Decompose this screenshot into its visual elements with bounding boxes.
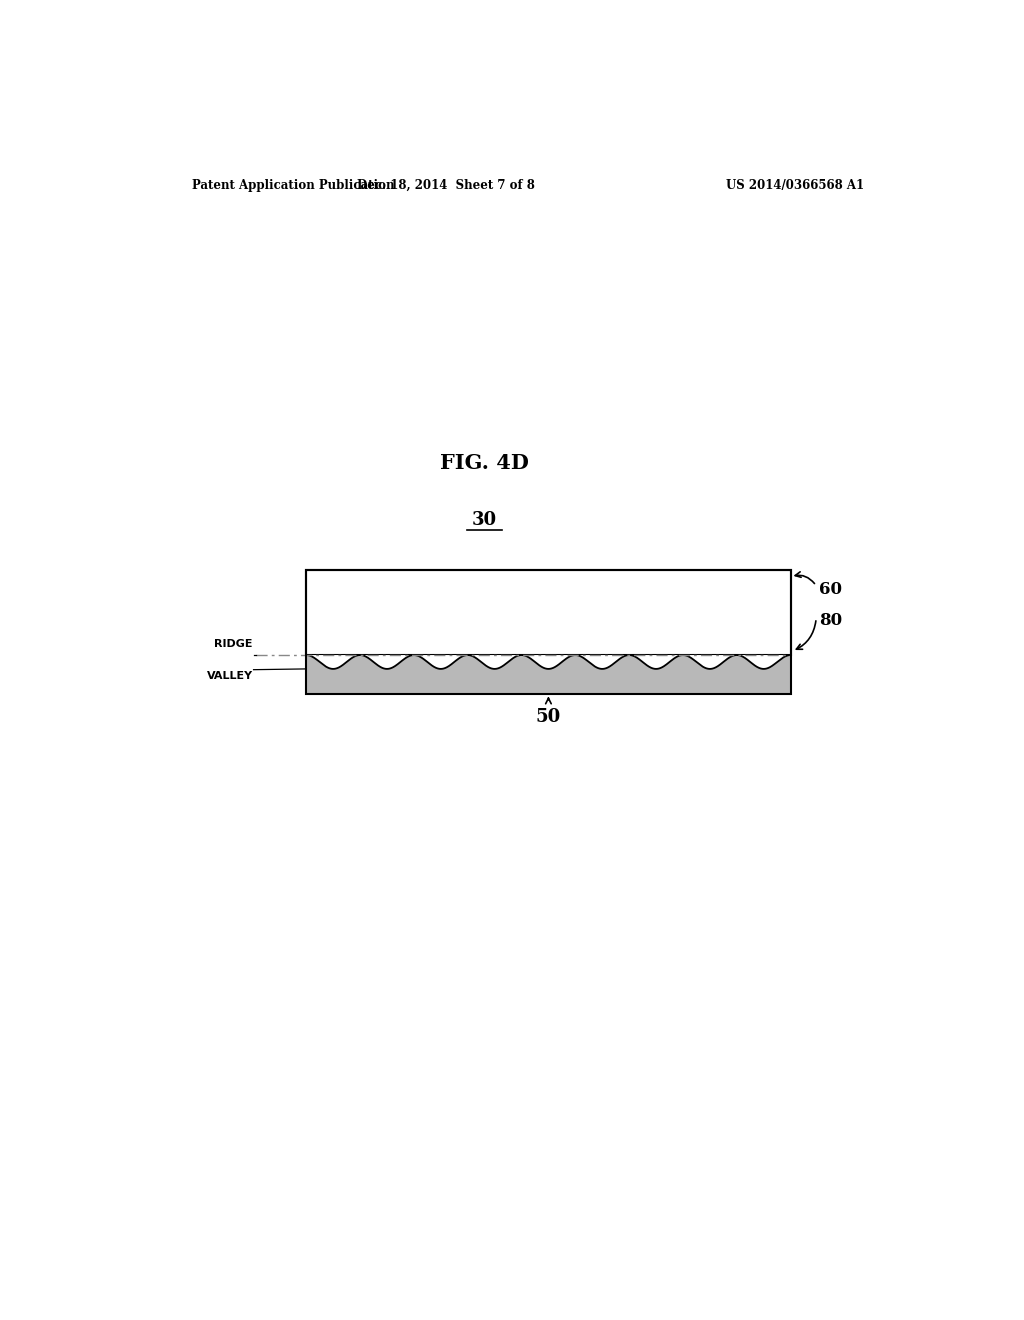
Text: 80: 80 [819,612,843,628]
Bar [306,570,791,655]
Text: FIG. 4D: FIG. 4D [440,453,529,473]
Text: Patent Application Publication: Patent Application Publication [191,178,394,191]
Bar [306,570,791,693]
Text: VALLEY: VALLEY [207,671,253,681]
Text: US 2014/0366568 A1: US 2014/0366568 A1 [726,178,864,191]
Text: 30: 30 [472,511,497,529]
Text: 60: 60 [819,581,843,598]
Polygon shape [306,655,791,669]
Text: RIDGE: RIDGE [214,639,253,649]
Polygon shape [306,655,791,693]
Bar [306,655,791,693]
Text: 50: 50 [536,708,561,726]
Text: Dec. 18, 2014  Sheet 7 of 8: Dec. 18, 2014 Sheet 7 of 8 [356,178,535,191]
